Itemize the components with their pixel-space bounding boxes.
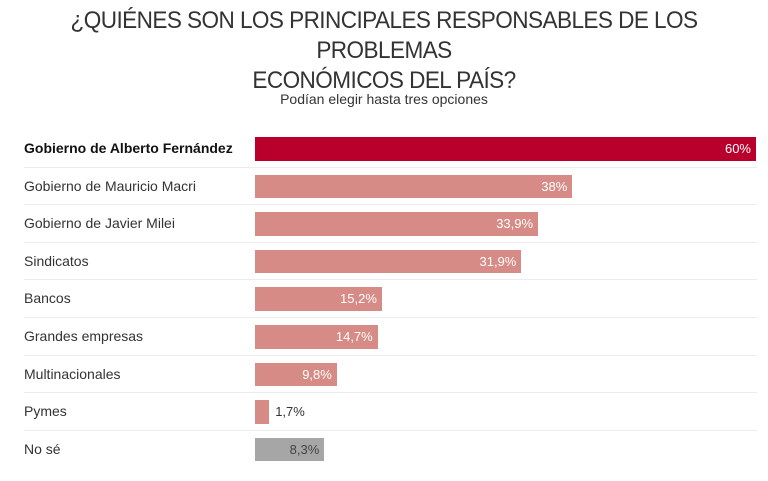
- row-divider: [24, 429, 757, 431]
- value-label: 33,9%: [496, 216, 534, 232]
- chart-title-line-2: ECONÓMICOS DEL PAÍS?: [252, 67, 516, 94]
- category-label: Pymes: [24, 403, 67, 420]
- bar: [255, 249, 522, 274]
- bar: [255, 400, 270, 424]
- category-label: No sé: [24, 440, 61, 457]
- chart-row: Bancos 15,2%: [24, 280, 757, 318]
- chart-title-line-1: ¿QUIÉNES SON LOS PRINCIPALES RESPONSABLE…: [70, 7, 699, 64]
- value-label: 31,9%: [479, 253, 517, 269]
- chart-row: Grandes empresas 14,7%: [24, 318, 757, 356]
- category-label: Bancos: [24, 290, 71, 307]
- category-label: Gobierno de Mauricio Macri: [24, 177, 196, 194]
- category-label: Multinacionales: [24, 365, 121, 382]
- value-label: 9,8%: [302, 366, 332, 382]
- category-label: Grandes empresas: [24, 328, 144, 344]
- bar: [255, 174, 573, 199]
- chart-row: Multinacionales 9,8%: [24, 356, 757, 394]
- row-divider: [24, 279, 757, 281]
- row-divider: [24, 392, 757, 394]
- chart-row: No sé 8,3%: [24, 431, 757, 469]
- chart-row: Gobierno de Javier Milei 33,9%: [24, 205, 757, 243]
- value-label: 38%: [541, 178, 568, 194]
- category-label: Gobierno de Alberto Fernández: [24, 140, 233, 156]
- chart-row: Gobierno de Alberto Fernández 60%: [24, 130, 757, 168]
- bar: [255, 212, 539, 236]
- value-label: 1,7%: [275, 404, 305, 420]
- chart-row: Sindicatos 31,9%: [24, 243, 757, 281]
- row-divider: [24, 316, 757, 318]
- category-label: Gobierno de Javier Milei: [24, 215, 175, 232]
- chart-subtitle: Podían elegir hasta tres opciones: [280, 91, 488, 107]
- value-label: 15,2%: [340, 291, 377, 307]
- value-label: 14,7%: [335, 329, 373, 344]
- chart-row: Gobierno de Mauricio Macri 38%: [24, 168, 757, 206]
- bar: [255, 137, 756, 161]
- row-divider: [24, 354, 757, 356]
- bar: [255, 325, 378, 349]
- value-label: 8,3%: [289, 441, 320, 457]
- chart-row: Pymes 1,7%: [24, 393, 757, 431]
- bar: [255, 287, 382, 311]
- bar: [255, 362, 337, 387]
- bar: [255, 437, 325, 462]
- value-label: 60%: [724, 141, 751, 156]
- row-divider: [24, 166, 757, 168]
- row-divider: [24, 204, 757, 206]
- chart-title: ¿QUIÉNES SON LOS PRINCIPALES RESPONSABLE…: [23, 6, 745, 96]
- row-divider: [24, 241, 757, 243]
- category-label: Sindicatos: [24, 252, 89, 269]
